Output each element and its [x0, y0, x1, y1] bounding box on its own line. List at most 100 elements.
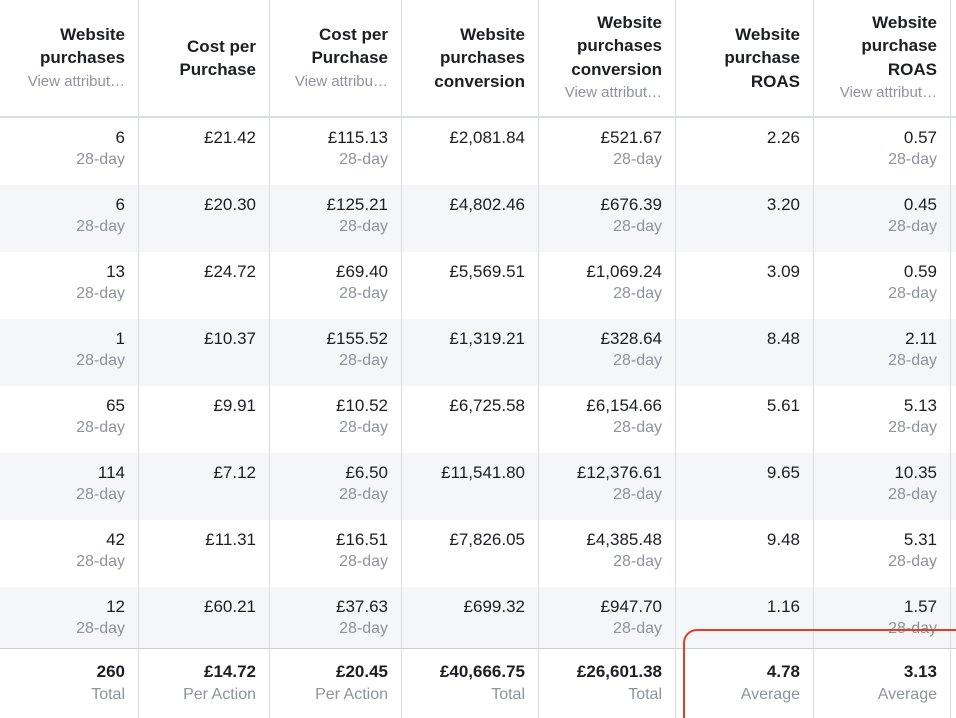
table-cell: £16.51 28-day — [270, 520, 402, 587]
header-title: Website purchases conversion — [571, 12, 662, 79]
table-cell: 3.09 — [676, 252, 814, 319]
table-cell: 12 28-day — [0, 587, 139, 648]
cell-note: 28-day — [888, 620, 937, 637]
summary-cell: £40,666.75 Total — [402, 648, 539, 718]
table-cell: £328.64 28-day — [539, 319, 676, 386]
cell-value: £5,569.51 — [449, 262, 525, 281]
table-cell: £10.52 28-day — [270, 386, 402, 453]
table-cell: £6.50 28-day — [270, 453, 402, 520]
cell-note: 28-day — [339, 218, 388, 235]
table-cell: 5.31 28-day — [814, 520, 951, 587]
cell-value: 0.45 — [903, 195, 937, 214]
attribution-link[interactable]: View attribut… — [564, 84, 662, 102]
column-header[interactable]: Cost per Purchase View attribu… — [270, 0, 402, 118]
cell-note: 28-day — [888, 218, 937, 235]
cell-value: 12 — [106, 597, 125, 616]
summary-label: Average — [877, 686, 937, 703]
cell-value: £155.52 — [326, 329, 388, 348]
cell-value: £1,319.21 — [449, 329, 525, 348]
summary-label: Total — [91, 686, 125, 703]
cell-note: 28-day — [888, 419, 937, 436]
table-cell: 0.59 28-day — [814, 252, 951, 319]
summary-value: 4.78 — [766, 662, 800, 681]
cell-value: 9.65 — [766, 463, 800, 482]
cell-note: 28-day — [888, 285, 937, 302]
cell-value: 5.61 — [766, 396, 800, 415]
header-title: Website purchase ROAS — [724, 24, 800, 91]
table-cell: £1,069.24 28-day — [539, 252, 676, 319]
cell-value: 2.11 — [905, 329, 937, 348]
cell-value: £2,081.84 — [449, 128, 525, 147]
table-cell: 9.65 — [676, 453, 814, 520]
header-title: Cost per Purchase — [179, 36, 256, 80]
cell-value: 8.48 — [766, 329, 800, 348]
table-cell: £11,541.80 — [402, 453, 539, 520]
attribution-link[interactable]: View attribut… — [27, 72, 125, 90]
cell-value: £4,385.48 — [586, 530, 662, 549]
cell-note: 28-day — [339, 553, 388, 570]
cell-note: 28-day — [888, 352, 937, 369]
table-cell: £4,385.48 28-day — [539, 520, 676, 587]
table-cell: 8.48 — [676, 319, 814, 386]
cell-value: 3.20 — [766, 195, 800, 214]
table-cell: 114 28-day — [0, 453, 139, 520]
summary-label: Per Action — [315, 686, 388, 703]
column-header[interactable]: Website purchases conversion View attribu… — [539, 0, 676, 118]
table-cell: 1.57 28-day — [814, 587, 951, 648]
summary-value: 3.13 — [903, 662, 937, 681]
header-title: Website purchases conversion — [434, 24, 525, 91]
cell-value: £1,069.24 — [586, 262, 662, 281]
cell-value: 6 — [115, 195, 125, 214]
cell-note: 28-day — [613, 486, 662, 503]
table-cell-edge — [951, 520, 956, 587]
cell-value: £60.21 — [204, 597, 256, 616]
cell-value: 0.59 — [903, 262, 937, 281]
table-cell: 1.16 — [676, 587, 814, 648]
cell-value: 2.26 — [766, 128, 800, 147]
attribution-link[interactable]: View attribu… — [294, 72, 388, 90]
table-cell: £676.39 28-day — [539, 185, 676, 252]
cell-value: £699.32 — [463, 597, 525, 616]
cell-value: £4,802.46 — [449, 195, 525, 214]
cell-note: 28-day — [76, 553, 125, 570]
cell-note: 28-day — [339, 151, 388, 168]
table-cell-edge — [951, 252, 956, 319]
header-title: Website purchases — [39, 24, 125, 68]
summary-value: 260 — [96, 662, 125, 681]
table-cell: 6 28-day — [0, 185, 139, 252]
cell-value: £125.21 — [326, 195, 388, 214]
cell-value: £947.70 — [600, 597, 662, 616]
cell-value: 5.13 — [903, 396, 937, 415]
table-cell: £7.12 — [139, 453, 270, 520]
table-cell: 13 28-day — [0, 252, 139, 319]
table-cell: £60.21 — [139, 587, 270, 648]
cell-note: 28-day — [339, 285, 388, 302]
table-cell: £12,376.61 28-day — [539, 453, 676, 520]
table-cell: £115.13 28-day — [270, 118, 402, 185]
cell-note: 28-day — [613, 419, 662, 436]
cell-value: £11,541.80 — [441, 463, 525, 482]
table-cell: £10.37 — [139, 319, 270, 386]
summary-value: £26,601.38 — [576, 662, 662, 681]
table-cell: £11.31 — [139, 520, 270, 587]
table-cell: 2.26 — [676, 118, 814, 185]
table-cell: 42 28-day — [0, 520, 139, 587]
summary-cell-edge — [951, 648, 956, 718]
table-cell: £521.67 28-day — [539, 118, 676, 185]
cell-value: £37.63 — [336, 597, 388, 616]
column-header[interactable]: Website purchase ROAS View attribut… — [814, 0, 951, 118]
cell-value: £6,725.58 — [449, 396, 525, 415]
column-header[interactable]: Website purchases conversion — [402, 0, 539, 118]
cell-note: 28-day — [76, 218, 125, 235]
column-header[interactable]: Cost per Purchase — [139, 0, 270, 118]
cell-value: 6 — [115, 128, 125, 147]
cell-value: 9.48 — [766, 530, 800, 549]
attribution-link[interactable]: View attribut… — [839, 84, 937, 102]
cell-value: £12,376.61 — [576, 463, 662, 482]
table-cell: 0.45 28-day — [814, 185, 951, 252]
cell-value: 65 — [106, 396, 125, 415]
column-header[interactable]: Website purchase ROAS — [676, 0, 814, 118]
column-header-edge — [951, 0, 956, 118]
column-header[interactable]: Website purchases View attribut… — [0, 0, 139, 118]
cell-value: £24.72 — [204, 262, 256, 281]
